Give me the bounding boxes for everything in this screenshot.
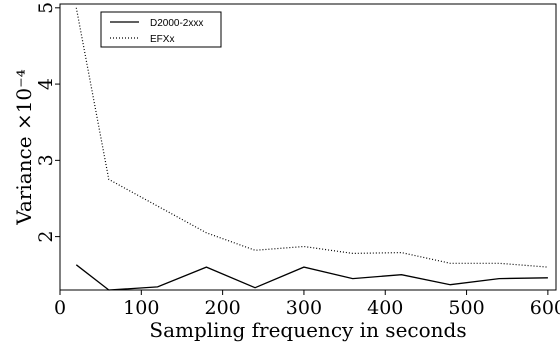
y-axis-title: Variance ×10⁻⁴ bbox=[12, 69, 36, 225]
legend-box bbox=[100, 11, 222, 48]
series-layer bbox=[75, 7, 548, 291]
series-line-0 bbox=[75, 264, 548, 291]
series-1-point bbox=[547, 266, 549, 268]
plot-frame bbox=[59, 3, 557, 291]
x-tick-label: 500 bbox=[448, 297, 484, 319]
y-axis: 2 3 4 5 bbox=[35, 2, 60, 243]
x-tick-label: 400 bbox=[367, 297, 403, 319]
y-tick-label: 5 bbox=[35, 2, 57, 14]
x-tick-label: 0 bbox=[54, 297, 66, 319]
x-axis-title: Sampling frequency in seconds bbox=[149, 318, 466, 342]
x-tick-label: 600 bbox=[530, 297, 560, 319]
y-tick-label: 3 bbox=[35, 154, 57, 166]
legend: D2000-2xxx EFXx bbox=[100, 11, 222, 48]
series-1-point bbox=[401, 252, 403, 254]
x-tick-label: 300 bbox=[286, 297, 322, 319]
x-axis: 0 100 200 300 400 500 600 bbox=[54, 290, 560, 319]
x-tick-label: 200 bbox=[204, 297, 240, 319]
legend-label-efxx: EFXx bbox=[150, 34, 174, 45]
y-tick-label: 2 bbox=[35, 231, 57, 243]
legend-label-d2000: D2000-2xxx bbox=[150, 18, 203, 29]
x-tick-label: 100 bbox=[123, 297, 159, 319]
y-tick-label: 4 bbox=[35, 78, 57, 90]
